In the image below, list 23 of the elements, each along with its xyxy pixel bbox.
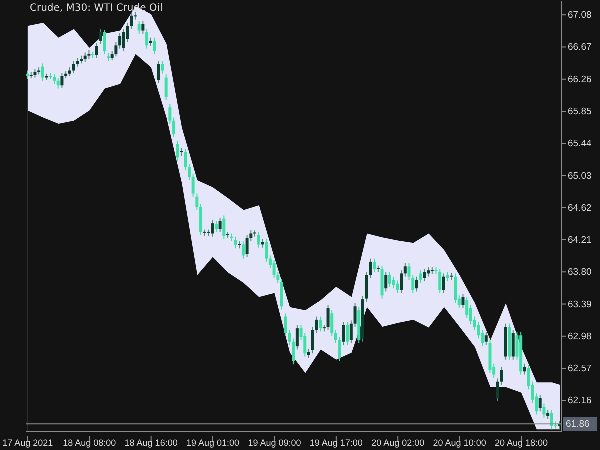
y-tick-label: 65.85 (568, 106, 592, 118)
x-tick-label: 20 Aug 18:00 (494, 438, 548, 448)
y-tick-label: 63.39 (568, 299, 592, 310)
x-tick-label: 17 Aug 2021 (2, 438, 54, 448)
y-tick-label: 63.80 (568, 267, 592, 278)
y-tick-label: 64.62 (568, 202, 592, 214)
y-tick-label: 64.21 (568, 235, 592, 246)
ref-line-label: 61.86 (566, 419, 590, 430)
y-tick-label: 65.44 (568, 138, 592, 150)
x-tick-label: 18 Aug 08:00 (63, 438, 116, 448)
x-tick-label: 19 Aug 09:00 (248, 438, 302, 448)
y-tick-label: 62.57 (568, 364, 592, 375)
y-tick-label: 65.03 (568, 170, 592, 182)
x-tick-label: 19 Aug 01:00 (186, 438, 240, 448)
y-tick-label: 62.16 (568, 396, 592, 407)
y-tick-label: 62.98 (568, 331, 592, 342)
y-tick-label: 66.26 (568, 74, 592, 86)
y-tick-label: 66.67 (568, 42, 592, 54)
x-tick-label: 19 Aug 17:00 (310, 438, 363, 448)
x-tick-label: 18 Aug 16:00 (124, 438, 178, 448)
x-tick-label: 20 Aug 02:00 (372, 438, 425, 448)
x-tick-label: 20 Aug 10:00 (433, 438, 486, 448)
y-tick-label: 67.08 (568, 10, 592, 22)
